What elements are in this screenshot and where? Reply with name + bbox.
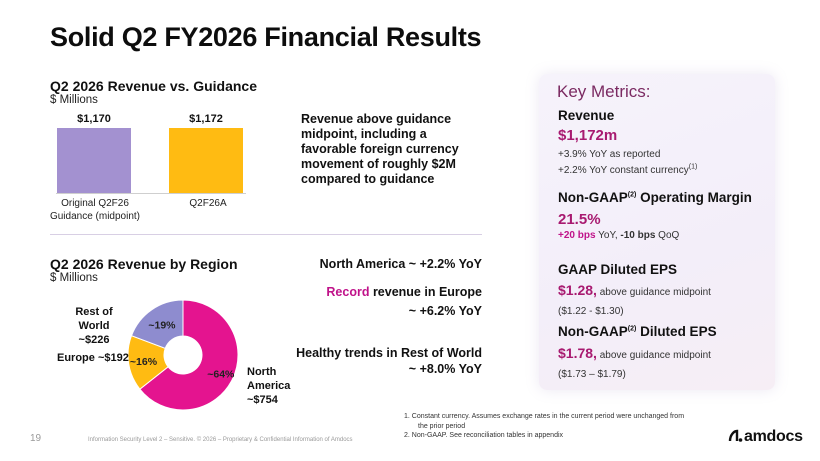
gaap-eps-line: $1.28, above guidance midpoint [558, 282, 773, 300]
label-rest-name: Rest of World [75, 306, 113, 332]
amdocs-logo: amdocs [728, 428, 803, 446]
region-note-europe-line1: Record revenue in Europe [326, 284, 482, 300]
margin-bps: +20 bps YoY, -10 bps QoQ [558, 230, 773, 241]
nongaap-eps-value: $1.78, [558, 345, 597, 361]
label-na-value: ~$754 [247, 394, 278, 406]
region-note-row-line2: ~ +8.0% YoY [408, 362, 482, 376]
bar-actual [169, 128, 243, 193]
guidance-heading: Q2 2026 Revenue vs. Guidance [50, 78, 257, 94]
metric-revenue: Revenue $1,172m +3.9% YoY as reported +2… [558, 108, 768, 176]
nongaap-eps-footnote-ref: (2) [627, 325, 637, 333]
key-metrics-panel [539, 74, 775, 390]
amdocs-logo-text: amdocs [744, 428, 803, 445]
page-number: 19 [30, 433, 42, 444]
donut-slice-rest-of-world [130, 299, 184, 349]
donut-slice-north-america [139, 299, 239, 411]
label-rest-of-world: Rest of World ~$226 [62, 305, 126, 347]
label-europe: Europe ~$192 [57, 352, 129, 364]
record-accent: Record [326, 285, 370, 299]
metric-operating-margin: Non-GAAP(2) Operating Margin 21.5% +20 b… [558, 190, 773, 241]
margin-label-b: Operating Margin [636, 190, 752, 205]
bar-category-actual: Q2F26A [189, 198, 227, 209]
margin-value: 21.5% [558, 211, 601, 228]
footnote-1: 1. Constant currency. Assumes exchange r… [404, 413, 685, 420]
label-north-america: North America ~$754 [247, 365, 290, 407]
gaap-eps-desc: above guidance midpoint [596, 287, 711, 298]
amdocs-logo-icon [728, 429, 743, 442]
region-donut-chart: ~64% ~16% ~19% [127, 299, 239, 411]
footnotes: 1. Constant currency. Assumes exchange r… [404, 412, 734, 441]
region-unit: $ Millions [50, 272, 98, 284]
donut-slice-label-rest-of-world: ~19% [148, 320, 176, 332]
revenue-value: $1,172m [558, 127, 618, 144]
bar-guidance [57, 128, 131, 193]
bps-qoq: -10 bps [620, 230, 656, 241]
nongaap-eps-line: $1.78, above guidance midpoint [558, 345, 773, 363]
bps-yoy-text: YoY, [595, 230, 621, 241]
nongaap-eps-range: ($1.73 – $1.79) [558, 369, 626, 380]
revenue-line1: +3.9% YoY as reported [558, 149, 661, 160]
metric-nongaap-eps: Non-GAAP(2) Diluted EPS $1.78, above gui… [558, 324, 773, 380]
footnote-2: 2. Non-GAAP. See reconciliation tables i… [404, 432, 564, 439]
gaap-eps-range: ($1.22 - $1.30) [558, 306, 624, 317]
nongaap-eps-label-b: Diluted EPS [636, 324, 717, 339]
region-note-europe: Record revenue in Europe ~ +6.2% YoY [326, 284, 482, 319]
gaap-eps-label: GAAP Diluted EPS [558, 262, 678, 277]
bps-yoy: +20 bps [558, 230, 596, 241]
margin-label-a: Non-GAAP [558, 190, 628, 205]
europe-note-rest: revenue in Europe [369, 285, 482, 299]
region-note-row-line1: Healthy trends in Rest of World [296, 346, 482, 360]
revenue-line2-text: +2.2% YoY constant currency [558, 165, 689, 176]
margin-label: Non-GAAP(2) Operating Margin [558, 190, 773, 205]
region-note-na: North America ~ +2.2% YoY [319, 257, 482, 271]
gaap-eps-value: $1.28, [558, 282, 597, 298]
bar-axis-line [56, 193, 246, 194]
bps-qoq-text: QoQ [655, 230, 680, 241]
guidance-unit: $ Millions [50, 94, 98, 106]
region-note-row: Healthy trends in Rest of World ~ +8.0% … [296, 345, 482, 377]
metric-gaap-eps: GAAP Diluted EPS $1.28, above guidance m… [558, 262, 773, 317]
bar-value-label-actual: $1,172 [189, 113, 223, 125]
nongaap-eps-label-a: Non-GAAP [558, 324, 628, 339]
key-metrics-heading: Key Metrics: [557, 82, 651, 101]
footer-text: Information Security Level 2 – Sensitive… [88, 437, 353, 443]
region-heading: Q2 2026 Revenue by Region [50, 256, 238, 272]
bar-value-label-guidance: $1,170 [77, 113, 111, 125]
donut-slice-label-north-america: ~64% [207, 368, 235, 380]
revenue-label: Revenue [558, 108, 615, 123]
label-na-line1: North [247, 366, 277, 378]
section-divider [50, 234, 482, 235]
page-title: Solid Q2 FY2026 Financial Results [50, 22, 482, 52]
label-rest-value: ~$226 [78, 334, 110, 346]
nongaap-eps-label: Non-GAAP(2) Diluted EPS [558, 324, 773, 339]
revenue-footnote-ref: (1) [688, 163, 698, 171]
nongaap-eps-desc: above guidance midpoint [596, 350, 711, 361]
margin-footnote-ref: (2) [627, 191, 637, 199]
bar-category-guidance: Original Q2F26 Guidance (midpoint) [49, 198, 141, 222]
revenue-line2: +2.2% YoY constant currency(1) [558, 163, 768, 176]
region-note-europe-line2: ~ +6.2% YoY [408, 304, 482, 318]
label-na-line2: America [247, 380, 291, 392]
donut-slice-label-europe: ~16% [130, 356, 158, 368]
footnote-1-cont: the prior period [418, 422, 466, 430]
guidance-note: Revenue above guidance midpoint, includi… [301, 112, 459, 186]
